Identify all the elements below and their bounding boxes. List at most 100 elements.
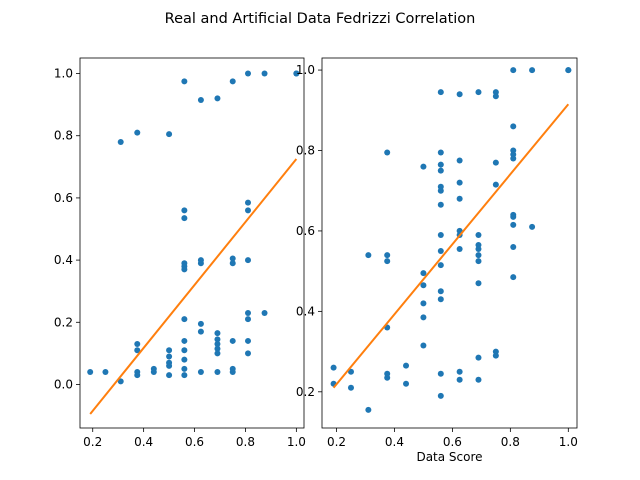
data-point — [229, 337, 236, 344]
axes-frame — [79, 57, 305, 429]
data-point — [420, 282, 427, 289]
data-point — [456, 195, 463, 202]
x-tick-label: 0.8 — [236, 435, 255, 449]
data-point — [166, 131, 173, 138]
y-tick-label: 0.6 — [54, 191, 73, 205]
data-point — [437, 201, 444, 208]
data-point — [384, 374, 391, 381]
data-point — [214, 350, 221, 357]
y-tick-label: 0.2 — [296, 385, 315, 399]
data-point — [214, 336, 221, 343]
x-tick-label: 1.0 — [287, 435, 306, 449]
data-point — [181, 215, 188, 222]
data-point — [492, 352, 499, 359]
data-point — [245, 337, 251, 344]
data-point — [456, 368, 463, 375]
data-point — [437, 161, 444, 168]
data-point — [475, 376, 482, 383]
data-point — [420, 270, 427, 277]
data-point — [245, 316, 251, 323]
data-point — [197, 260, 204, 267]
data-point — [117, 138, 124, 145]
data-point — [437, 248, 444, 255]
data-point — [245, 257, 251, 264]
x-tick-label: 0.2 — [327, 435, 346, 449]
data-point — [166, 353, 173, 360]
data-point — [565, 67, 572, 74]
data-point — [437, 392, 444, 399]
data-point — [365, 406, 372, 413]
data-point — [365, 252, 372, 259]
data-point — [456, 376, 463, 383]
data-point — [347, 368, 354, 375]
data-point — [181, 266, 188, 273]
y-tick-label: 0.4 — [296, 304, 315, 318]
data-point — [384, 149, 391, 156]
x-tick-label: 0.6 — [443, 435, 462, 449]
data-point — [510, 221, 517, 228]
x-tick-label: 0.4 — [385, 435, 404, 449]
data-point — [245, 199, 251, 206]
data-point — [510, 213, 517, 220]
data-point — [437, 370, 444, 377]
data-point — [330, 364, 337, 371]
data-point — [420, 163, 427, 170]
data-point — [456, 91, 463, 98]
data-point — [293, 70, 300, 77]
y-tick-label: 0.4 — [54, 253, 73, 267]
x-tick-label: 1.0 — [559, 435, 578, 449]
data-point — [420, 314, 427, 321]
data-point — [181, 372, 188, 379]
data-point — [437, 231, 444, 238]
data-point — [166, 347, 173, 354]
data-point — [437, 167, 444, 174]
data-point — [245, 70, 251, 77]
x-tick-label: 0.6 — [185, 435, 204, 449]
data-point — [456, 246, 463, 253]
data-point — [214, 341, 221, 348]
data-point — [181, 356, 188, 363]
data-point — [475, 89, 482, 96]
data-point — [87, 369, 94, 376]
data-point — [181, 78, 188, 85]
data-point — [214, 330, 221, 337]
data-point — [229, 78, 236, 85]
data-point — [117, 378, 124, 385]
data-point — [181, 316, 188, 323]
data-point — [437, 149, 444, 156]
right-subplot: 0.2 0.4 0.6 0.8 1.0 0.2 0.4 0.6 0.8 1.0 Data Score — [296, 57, 578, 464]
data-point — [134, 341, 141, 348]
data-point — [403, 362, 410, 369]
data-point — [403, 380, 410, 387]
data-point — [347, 384, 354, 391]
data-point — [261, 309, 268, 316]
y-tick-label: 1.0 — [54, 67, 73, 81]
data-point — [229, 369, 236, 376]
data-point — [529, 223, 536, 230]
data-point — [229, 255, 236, 262]
data-point — [181, 207, 188, 214]
x-axis-label: Data Score — [416, 450, 482, 464]
data-point — [456, 157, 463, 164]
data-point — [181, 365, 188, 372]
data-point — [214, 345, 221, 352]
data-point — [510, 155, 517, 162]
data-point — [475, 246, 482, 253]
x-tick-label: 0.2 — [83, 435, 102, 449]
data-point — [245, 350, 251, 357]
data-point — [181, 347, 188, 354]
data-point — [261, 70, 268, 77]
data-point — [229, 260, 236, 267]
data-point — [384, 258, 391, 265]
data-point — [475, 258, 482, 265]
data-point — [510, 244, 517, 251]
axes-frame — [321, 57, 578, 429]
data-point — [437, 187, 444, 194]
data-point — [197, 328, 204, 335]
data-point — [166, 359, 173, 366]
y-tick-label: 0.2 — [54, 315, 73, 329]
y-tick-label: 0.8 — [296, 144, 315, 158]
y-tick-label: 1.0 — [296, 63, 315, 77]
data-point — [197, 369, 204, 376]
